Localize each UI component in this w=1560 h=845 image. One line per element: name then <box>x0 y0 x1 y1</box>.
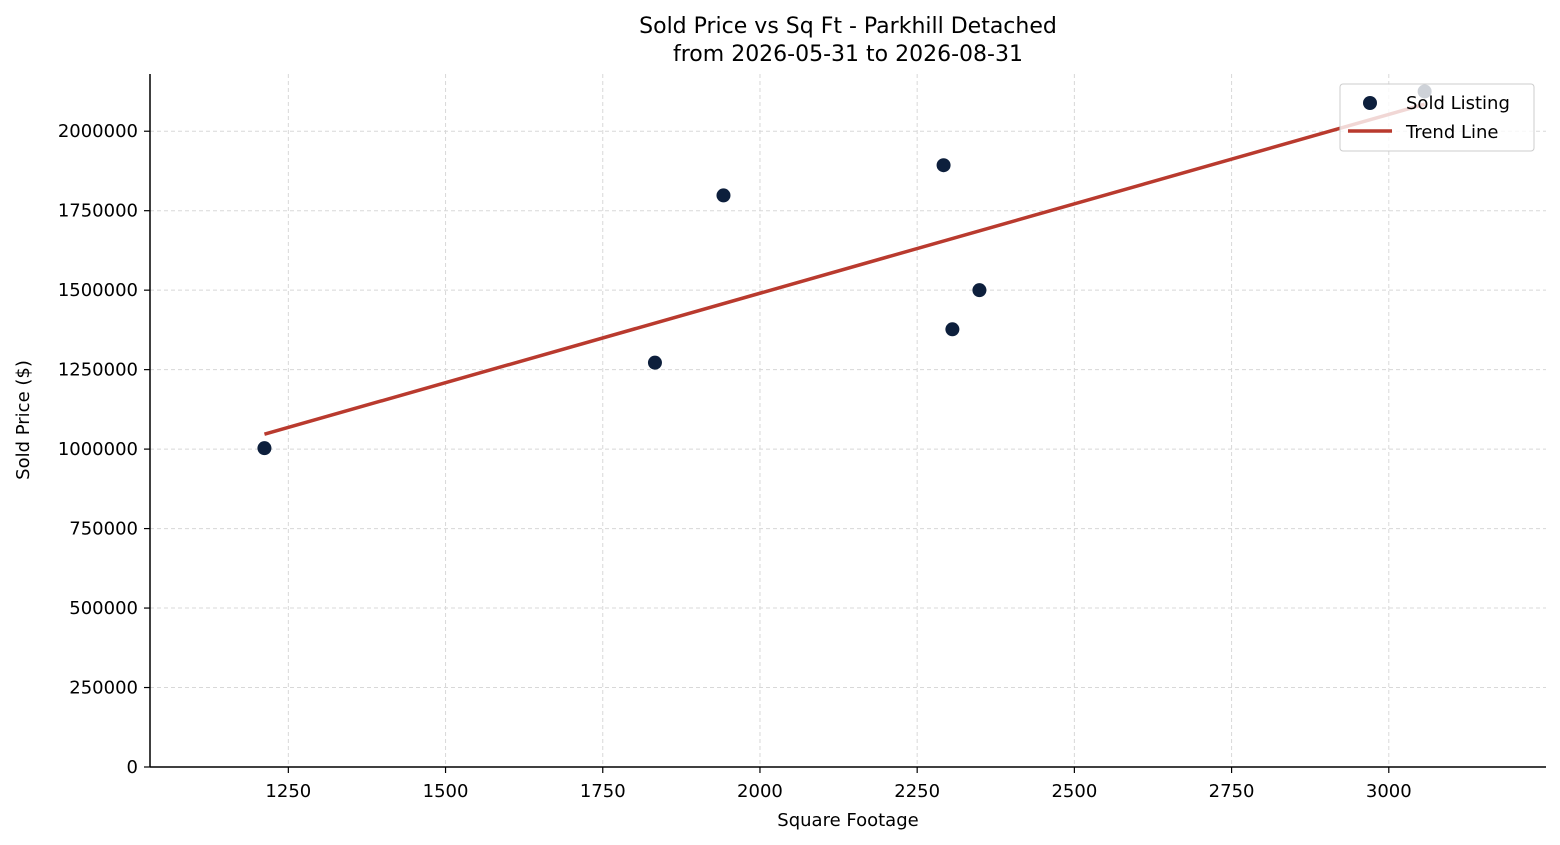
legend-label-trend-line: Trend Line <box>1405 122 1499 143</box>
legend-marker-sold-listing <box>1363 96 1377 110</box>
chart-title: Sold Price vs Sq Ft - Parkhill Detached <box>639 14 1057 39</box>
x-tick-label: 1250 <box>265 781 311 802</box>
x-tick-label: 3000 <box>1366 781 1412 802</box>
trend-line <box>263 102 1426 436</box>
x-tick-label: 2500 <box>1051 781 1097 802</box>
y-tick-label: 2000000 <box>58 121 138 142</box>
legend-label-sold-listing: Sold Listing <box>1406 93 1510 114</box>
data-point <box>716 188 731 203</box>
ticks-layer: 1250 1500 1750 2000 2250 2500 2750 3000 0 250000 5… <box>58 121 1412 802</box>
data-point <box>945 322 960 337</box>
trend-layer <box>263 102 1426 436</box>
y-tick-label: 750000 <box>69 519 138 540</box>
legend: Sold Listing Trend Line <box>1339 83 1535 152</box>
y-tick-label: 1750000 <box>58 201 138 222</box>
y-tick-label: 0 <box>127 757 138 778</box>
x-tick-label: 2000 <box>737 781 783 802</box>
chart-subtitle: from 2026-05-31 to 2026-08-31 <box>673 42 1023 67</box>
x-tick-label: 2250 <box>894 781 940 802</box>
grid-layer <box>150 74 1546 768</box>
data-point <box>972 283 987 298</box>
y-tick-label: 1250000 <box>58 360 138 381</box>
axes-layer <box>149 74 1546 768</box>
data-point <box>647 355 662 370</box>
data-point <box>257 441 272 456</box>
x-tick-label: 2750 <box>1209 781 1255 802</box>
x-axis-label: Square Footage <box>777 810 918 831</box>
y-axis-label: Sold Price ($) <box>13 360 34 480</box>
data-point <box>936 158 951 173</box>
legend-box <box>1339 83 1535 152</box>
y-tick-label: 1500000 <box>58 280 138 301</box>
y-tick-label: 1000000 <box>58 439 138 460</box>
x-tick-label: 1500 <box>423 781 469 802</box>
y-tick-label: 500000 <box>69 598 138 619</box>
x-tick-label: 1750 <box>580 781 626 802</box>
y-tick-label: 250000 <box>69 678 138 699</box>
